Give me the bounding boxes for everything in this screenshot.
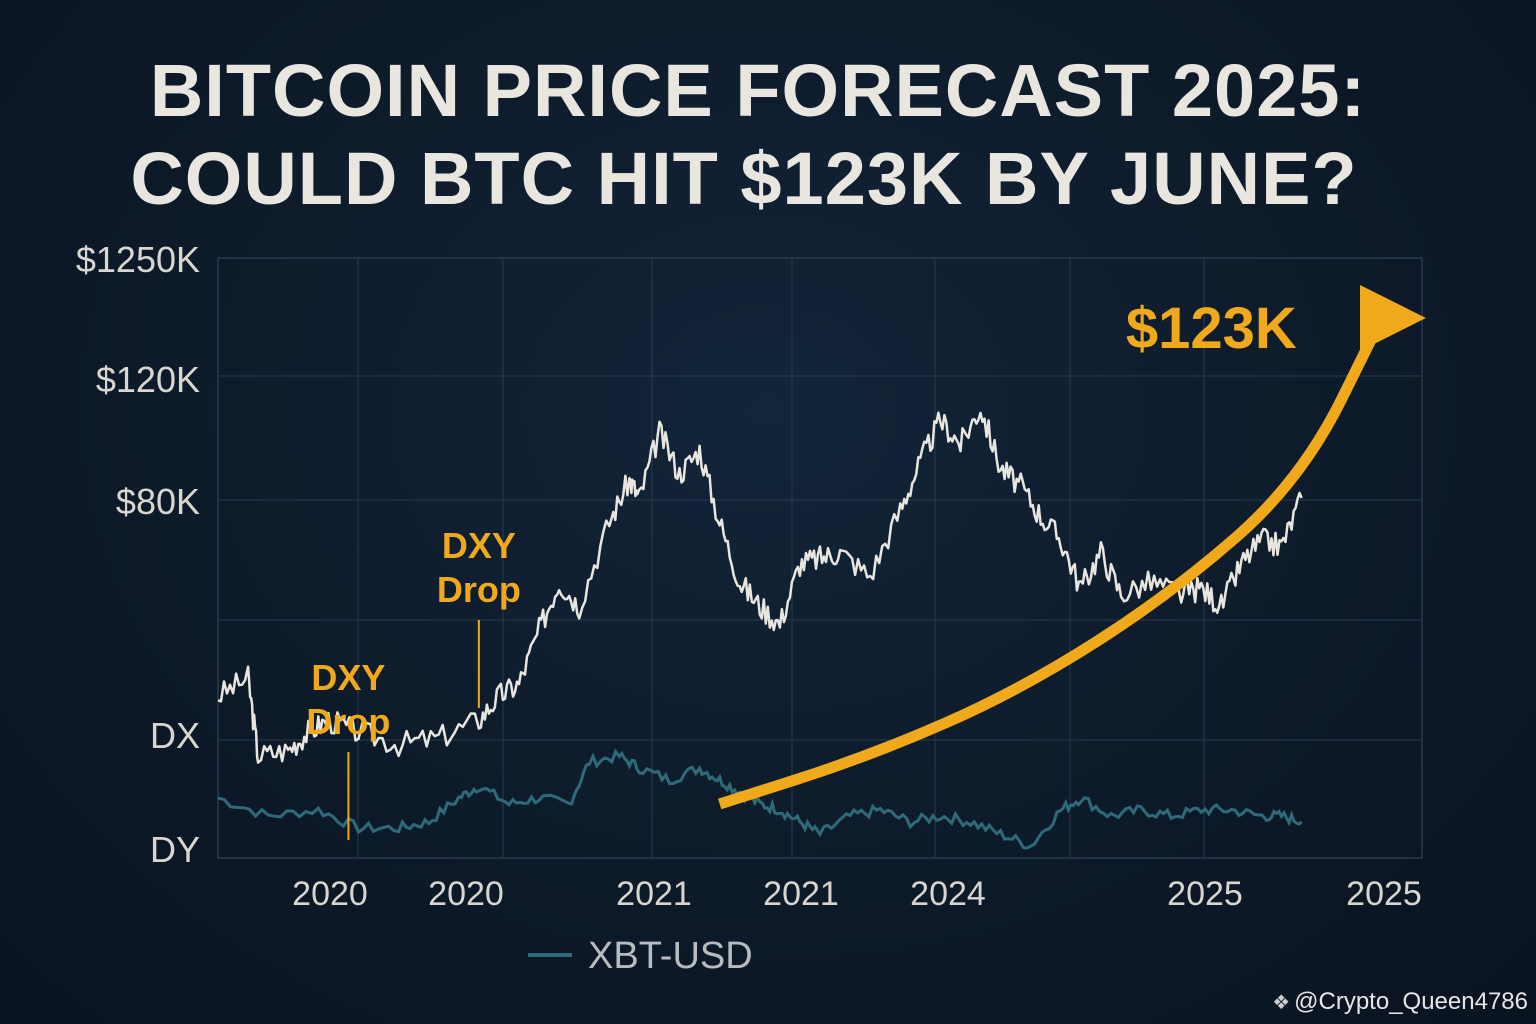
target-price-label: $123K xyxy=(1126,296,1297,361)
x-tick-label: 2025 xyxy=(1346,875,1422,913)
annotation-line: DXY xyxy=(442,525,516,566)
series-layer xyxy=(217,293,1424,850)
legend: XBT-USD xyxy=(528,935,753,977)
y-tick-label: DX xyxy=(150,715,200,756)
x-tick-label: 2020 xyxy=(428,875,504,913)
y-tick-label: $120K xyxy=(96,359,200,400)
plot-frame xyxy=(217,257,1423,859)
binance-diamond-icon: ❖ xyxy=(1272,991,1291,1014)
y-tick-label: DY xyxy=(150,829,200,870)
legend-label: XBT-USD xyxy=(588,935,753,977)
y-tick-label: $80K xyxy=(116,481,200,522)
forecast-arrow xyxy=(718,293,1424,810)
x-tick-label: 2021 xyxy=(763,875,839,913)
annotation-line: DXY xyxy=(311,657,385,698)
x-tick-label: 2024 xyxy=(910,875,986,913)
x-axis-ticks: 2020 2020 2021 2021 2024 2025 2025 xyxy=(292,875,1422,913)
title-line-2: COULD BTC HIT $123K BY JUNE? xyxy=(130,137,1358,220)
annotation-line: Drop xyxy=(306,701,390,742)
title-line-1: BITCOIN PRICE FORECAST 2025: xyxy=(149,49,1367,132)
y-axis-ticks: $1250K $120K $80K DX DY xyxy=(76,239,200,870)
x-tick-label: 2021 xyxy=(616,875,692,913)
chart-grid xyxy=(217,257,1423,859)
watermark: ❖ @Crypto_Queen4786 xyxy=(1272,988,1528,1016)
x-tick-label: 2020 xyxy=(292,875,368,913)
target-price-text: $123K xyxy=(1126,296,1297,361)
x-tick-label: 2025 xyxy=(1167,875,1243,913)
annotation-line: Drop xyxy=(437,569,521,610)
series-line-btc xyxy=(217,411,1303,764)
watermark-handle: @Crypto_Queen4786 xyxy=(1294,988,1528,1015)
series-line-dxy xyxy=(217,748,1303,850)
y-tick-label: $1250K xyxy=(76,239,200,280)
